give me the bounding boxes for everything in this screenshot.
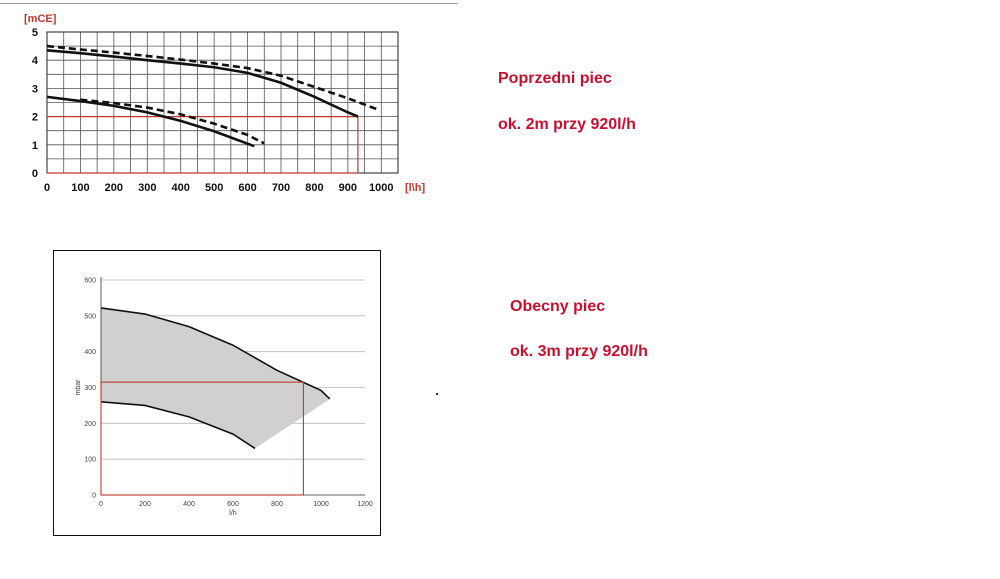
- x-tick-label: 800: [271, 501, 283, 508]
- x-tick-label: 600: [227, 501, 239, 508]
- x-axis-label: l/h: [229, 510, 237, 517]
- x-tick-label: 1200: [357, 501, 373, 508]
- operating-area: [101, 307, 330, 449]
- marker-box: [100, 381, 304, 496]
- x-tick-label: 800: [305, 182, 323, 194]
- x-tick-label: 1000: [369, 182, 393, 194]
- chart-previous-pump: 0 100 200 300 400 500 600 700 800 900 1000 0 1 2 3 4 5 [m…: [24, 13, 425, 194]
- series-line-2: [46, 44, 379, 111]
- x-tick-label: 400: [172, 182, 190, 194]
- y-tick-label: 400: [84, 349, 96, 356]
- series-line-1: [46, 49, 359, 118]
- x-axis-unit: [l\h]: [405, 182, 425, 194]
- x-tick-label: 400: [183, 501, 195, 508]
- y-tick-label: 2: [32, 112, 38, 124]
- x-tick-label: 500: [205, 182, 223, 194]
- y-tick-label: 600: [84, 278, 96, 285]
- y-tick-label: 0: [92, 493, 96, 500]
- x-tick-label: 200: [139, 501, 151, 508]
- y-tick-label: 100: [84, 457, 96, 464]
- current-boiler-value: ok. 3m przy 920l/h: [510, 343, 648, 360]
- y-tick-label: 3: [32, 83, 38, 95]
- y-tick-label: 0: [32, 168, 38, 180]
- y-axis-label: mbar: [75, 379, 82, 396]
- y-tick-label: 200: [84, 421, 96, 428]
- series-line-3: [46, 95, 255, 148]
- x-tick-label: 1000: [313, 501, 329, 508]
- stray-dot: [436, 393, 438, 395]
- series-line-4: [80, 98, 265, 145]
- y-tick-label: 300: [84, 385, 96, 392]
- x-tick-label: 0: [99, 501, 103, 508]
- x-tick-label: 900: [339, 182, 357, 194]
- x-tick-label: 600: [238, 182, 256, 194]
- x-tick-label: 700: [272, 182, 290, 194]
- y-axis-unit: [mCE]: [24, 13, 57, 25]
- x-tick-label: 0: [44, 182, 50, 194]
- y-tick-label: 4: [32, 55, 39, 67]
- chart-current-pump: 0 200 400 600 800 1000 1200 0 100 200 300 400 500 600…: [53, 250, 381, 536]
- previous-boiler-title: Poprzedni piec: [498, 70, 612, 87]
- x-tick-label: 300: [138, 182, 156, 194]
- x-tick-label: 200: [105, 182, 123, 194]
- current-boiler-title: Obecny piec: [510, 298, 606, 315]
- top-divider: [0, 3, 458, 4]
- x-tick-label: 100: [71, 182, 89, 194]
- y-tick-label: 500: [84, 313, 96, 320]
- series-line-1: [100, 307, 331, 400]
- y-tick-label: 5: [32, 27, 38, 39]
- series-line-2: [100, 401, 256, 450]
- previous-boiler-value: ok. 2m przy 920l/h: [498, 116, 636, 133]
- y-tick-label: 1: [32, 140, 38, 152]
